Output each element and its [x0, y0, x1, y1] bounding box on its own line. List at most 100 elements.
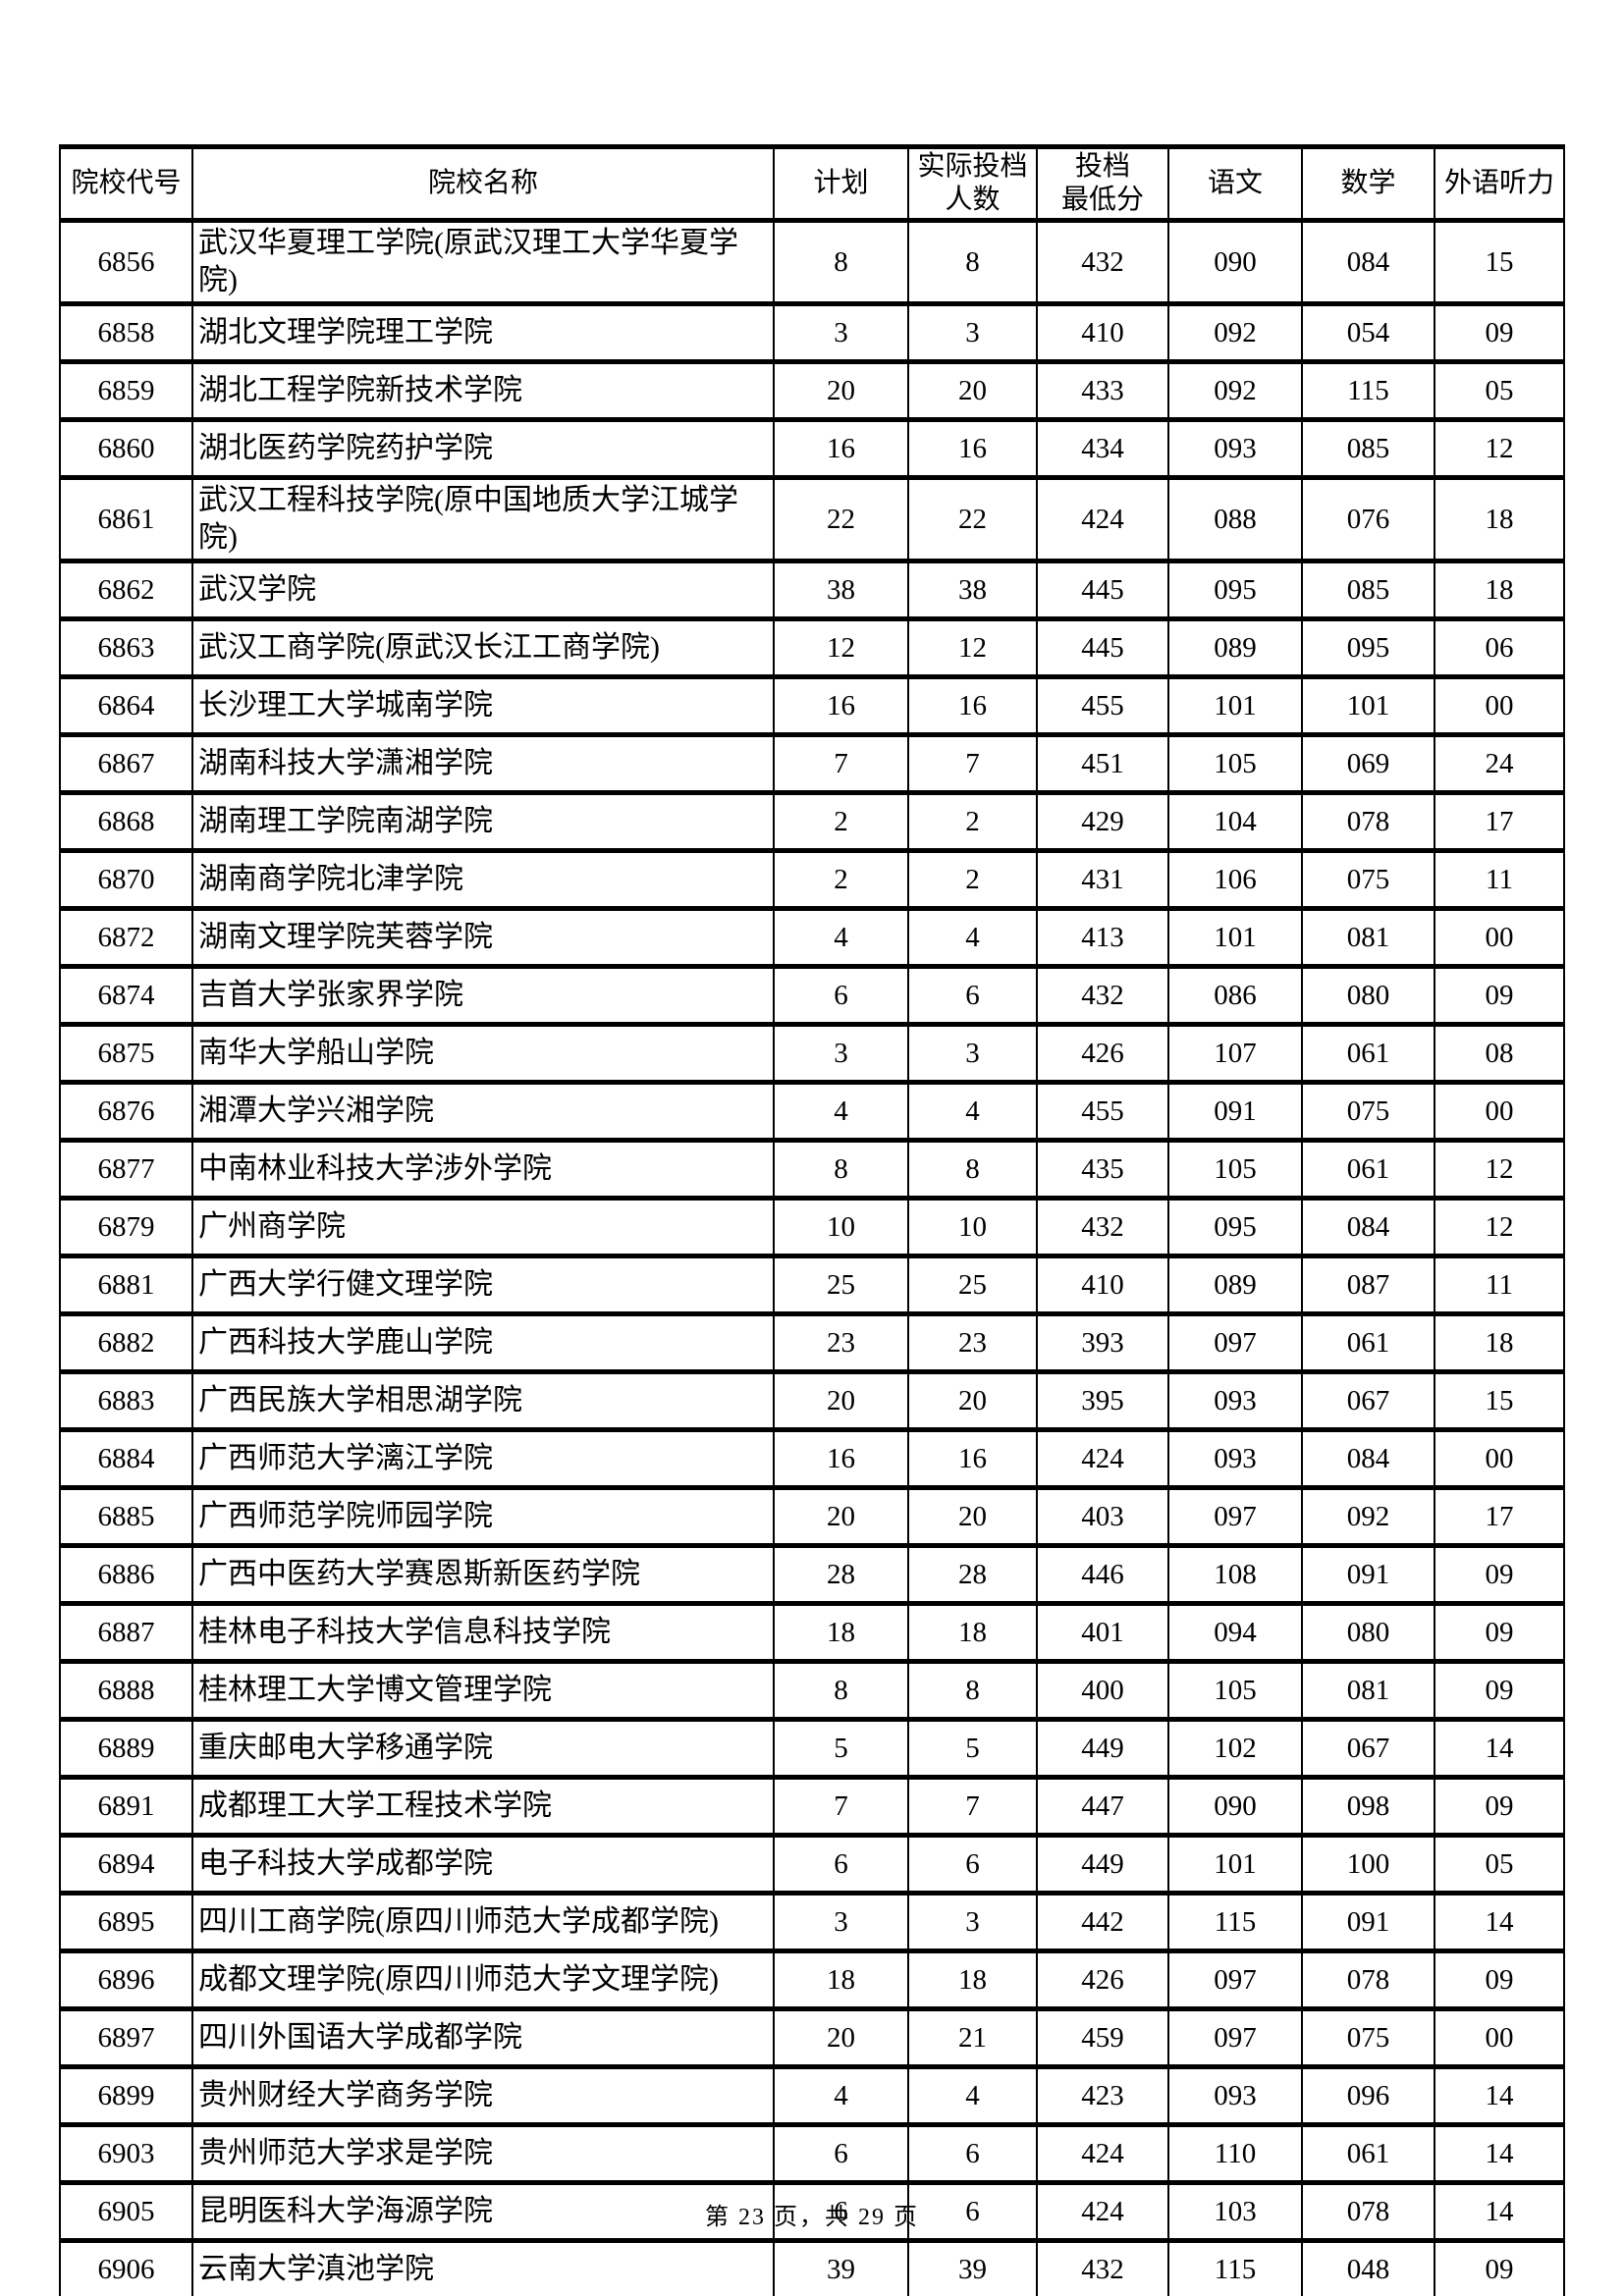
plan-count: 8 — [773, 1138, 909, 1201]
chinese-score: 094 — [1167, 1601, 1303, 1664]
header-college-code: 院校代号 — [59, 144, 193, 223]
chinese-score: 092 — [1167, 359, 1303, 422]
college-code: 6868 — [59, 790, 193, 853]
chinese-score: 110 — [1167, 2122, 1303, 2185]
min-score: 432 — [1036, 218, 1169, 306]
min-score: 432 — [1036, 2238, 1169, 2296]
college-name: 四川外国语大学成都学院 — [191, 2006, 775, 2069]
actual-count: 16 — [907, 674, 1038, 737]
college-name: 武汉工程科技学院(原中国地质大学江城学院) — [191, 475, 775, 563]
college-code: 6881 — [59, 1254, 193, 1316]
college-code: 6874 — [59, 964, 193, 1027]
math-score: 080 — [1301, 964, 1435, 1027]
min-score: 401 — [1036, 1601, 1169, 1664]
college-code: 6906 — [59, 2238, 193, 2296]
chinese-score: 104 — [1167, 790, 1303, 853]
actual-count: 38 — [907, 559, 1038, 621]
actual-count: 6 — [907, 2180, 1038, 2243]
min-score: 445 — [1036, 616, 1169, 679]
min-score: 455 — [1036, 1080, 1169, 1143]
min-score: 426 — [1036, 1949, 1169, 2011]
chinese-score: 108 — [1167, 1543, 1303, 1606]
table-body: 6856 武汉华夏理工学院(原武汉理工大学华夏学院) 8 8 432 090 0… — [59, 218, 1565, 2296]
listening-score: 00 — [1434, 2006, 1565, 2069]
chinese-score: 115 — [1167, 1891, 1303, 1953]
admission-score-table: 院校代号 院校名称 计划 实际投档 人数 投档 最低分 语文 数学 外语听力 6… — [59, 144, 1565, 2296]
college-code: 6896 — [59, 1949, 193, 2011]
table-row: 6867 湖南科技大学潇湘学院 7 7 451 105 069 24 — [59, 732, 1565, 795]
min-score: 410 — [1036, 301, 1169, 364]
plan-count: 38 — [773, 559, 909, 621]
college-code: 6861 — [59, 475, 193, 563]
college-code: 6877 — [59, 1138, 193, 1201]
college-code: 6872 — [59, 906, 193, 969]
math-score: 067 — [1301, 1717, 1435, 1780]
min-score: 459 — [1036, 2006, 1169, 2069]
college-name: 电子科技大学成都学院 — [191, 1833, 775, 1896]
plan-count: 20 — [773, 2006, 909, 2069]
table-row: 6883 广西民族大学相思湖学院 20 20 395 093 067 15 — [59, 1369, 1565, 1432]
college-code: 6863 — [59, 616, 193, 679]
table-row: 6894 电子科技大学成都学院 6 6 449 101 100 05 — [59, 1833, 1565, 1896]
actual-count: 20 — [907, 1369, 1038, 1432]
min-score: 432 — [1036, 1196, 1169, 1258]
table-row: 6903 贵州师范大学求是学院 6 6 424 110 061 14 — [59, 2122, 1565, 2185]
college-name: 重庆邮电大学移通学院 — [191, 1717, 775, 1780]
table-row: 6864 长沙理工大学城南学院 16 16 455 101 101 00 — [59, 674, 1565, 737]
college-name: 成都理工大学工程技术学院 — [191, 1775, 775, 1838]
plan-count: 20 — [773, 359, 909, 422]
college-name: 贵州师范大学求是学院 — [191, 2122, 775, 2185]
listening-score: 09 — [1434, 1659, 1565, 1722]
listening-score: 15 — [1434, 1369, 1565, 1432]
actual-count: 20 — [907, 359, 1038, 422]
listening-score: 00 — [1434, 906, 1565, 969]
header-plan-count: 计划 — [773, 144, 909, 223]
listening-score: 12 — [1434, 417, 1565, 480]
math-score: 101 — [1301, 674, 1435, 737]
college-name: 湖北文理学院理工学院 — [191, 301, 775, 364]
min-score: 447 — [1036, 1775, 1169, 1838]
listening-score: 08 — [1434, 1022, 1565, 1085]
college-name: 广西师范学院师园学院 — [191, 1485, 775, 1548]
math-score: 100 — [1301, 1833, 1435, 1896]
chinese-score: 101 — [1167, 674, 1303, 737]
math-score: 078 — [1301, 790, 1435, 853]
table-row: 6891 成都理工大学工程技术学院 7 7 447 090 098 09 — [59, 1775, 1565, 1838]
table-row: 6885 广西师范学院师园学院 20 20 403 097 092 17 — [59, 1485, 1565, 1548]
table-row: 6886 广西中医药大学赛恩斯新医药学院 28 28 446 108 091 0… — [59, 1543, 1565, 1606]
chinese-score: 106 — [1167, 848, 1303, 911]
actual-count: 22 — [907, 475, 1038, 563]
college-name: 广西师范大学漓江学院 — [191, 1427, 775, 1490]
college-name: 云南大学滇池学院 — [191, 2238, 775, 2296]
chinese-score: 090 — [1167, 218, 1303, 306]
math-score: 075 — [1301, 848, 1435, 911]
min-score: 424 — [1036, 475, 1169, 563]
plan-count: 25 — [773, 1254, 909, 1316]
plan-count: 18 — [773, 1949, 909, 2011]
college-code: 6903 — [59, 2122, 193, 2185]
plan-count: 16 — [773, 1427, 909, 1490]
plan-count: 22 — [773, 475, 909, 563]
college-name: 广西中医药大学赛恩斯新医药学院 — [191, 1543, 775, 1606]
actual-count: 8 — [907, 1138, 1038, 1201]
actual-count: 4 — [907, 906, 1038, 969]
chinese-score: 090 — [1167, 1775, 1303, 1838]
math-score: 069 — [1301, 732, 1435, 795]
min-score: 424 — [1036, 2180, 1169, 2243]
college-name: 广州商学院 — [191, 1196, 775, 1258]
math-score: 078 — [1301, 1949, 1435, 2011]
plan-count: 8 — [773, 1659, 909, 1722]
table-row: 6897 四川外国语大学成都学院 20 21 459 097 075 00 — [59, 2006, 1565, 2069]
table-row: 6876 湘潭大学兴湘学院 4 4 455 091 075 00 — [59, 1080, 1565, 1143]
listening-score: 06 — [1434, 616, 1565, 679]
college-code: 6886 — [59, 1543, 193, 1606]
table-row: 6881 广西大学行健文理学院 25 25 410 089 087 11 — [59, 1254, 1565, 1316]
min-score: 393 — [1036, 1311, 1169, 1374]
chinese-score: 088 — [1167, 475, 1303, 563]
plan-count: 23 — [773, 1311, 909, 1374]
min-score: 423 — [1036, 2064, 1169, 2127]
table-header: 院校代号 院校名称 计划 实际投档 人数 投档 最低分 语文 数学 外语听力 — [59, 144, 1565, 223]
college-code: 6887 — [59, 1601, 193, 1664]
college-code: 6895 — [59, 1891, 193, 1953]
chinese-score: 093 — [1167, 1369, 1303, 1432]
